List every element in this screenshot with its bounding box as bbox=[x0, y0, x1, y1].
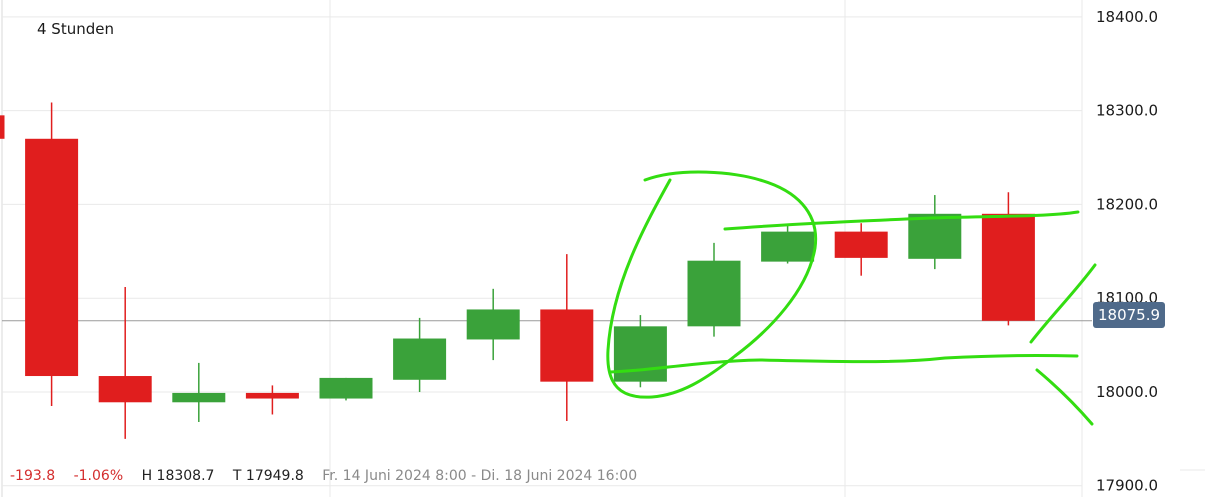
candle-body-up bbox=[908, 213, 962, 259]
candle bbox=[25, 102, 79, 407]
candle-body-up bbox=[466, 309, 520, 340]
candle-body-down bbox=[25, 138, 79, 377]
date-range: Fr. 14 Juni 2024 8:00 - Di. 18 Juni 2024… bbox=[322, 468, 638, 484]
candle-body-down bbox=[0, 115, 5, 139]
candle-body-up bbox=[613, 326, 667, 382]
candle bbox=[981, 192, 1035, 326]
y-axis-ticks: 17900.018000.018100.018200.018300.018400… bbox=[1096, 8, 1158, 495]
candle-body-down bbox=[98, 376, 152, 403]
low-value: T 17949.8 bbox=[232, 468, 304, 484]
candle-body-down bbox=[834, 231, 888, 258]
price-change-percent: -1.06% bbox=[73, 468, 124, 484]
candle-body-down bbox=[981, 213, 1035, 321]
candle-body-up bbox=[319, 377, 373, 399]
ohlc-stats: -193.8 -1.06% H 18308.7 T 17949.8 Fr. 14… bbox=[10, 468, 651, 484]
interval-label[interactable]: 4 Stunden bbox=[37, 20, 114, 38]
y-tick-label: 17900.0 bbox=[1096, 477, 1158, 495]
candle bbox=[613, 315, 667, 388]
candle bbox=[319, 377, 373, 401]
candle bbox=[172, 362, 226, 422]
high-value: H 18308.7 bbox=[141, 468, 215, 484]
candle bbox=[834, 223, 888, 276]
candles bbox=[0, 102, 1035, 439]
candle-body-down bbox=[540, 309, 594, 382]
annotation-circle-stroke bbox=[606, 170, 818, 399]
candle bbox=[245, 385, 299, 415]
candle bbox=[687, 242, 741, 337]
annotation-resistance-line bbox=[723, 210, 1080, 231]
y-tick-label: 18300.0 bbox=[1096, 102, 1158, 120]
hand-drawn-annotations bbox=[606, 170, 1097, 426]
candle bbox=[0, 115, 5, 139]
annotation-support-line bbox=[608, 353, 1079, 374]
annotation-arrow-down bbox=[1035, 368, 1094, 426]
candle-body-up bbox=[393, 338, 447, 380]
last-price-badge: 18075.9 bbox=[1093, 302, 1165, 328]
candle bbox=[761, 224, 815, 264]
candle-body-up bbox=[172, 392, 226, 403]
price-change: -193.8 bbox=[10, 468, 56, 484]
candle bbox=[98, 286, 152, 439]
candle-body-down bbox=[245, 392, 299, 399]
candle-body-up bbox=[687, 260, 741, 327]
y-tick-label: 18400.0 bbox=[1096, 8, 1158, 26]
candle-body-up bbox=[761, 231, 815, 262]
annotation-arrow-up bbox=[1029, 263, 1097, 344]
candle bbox=[466, 288, 520, 361]
candle bbox=[393, 317, 447, 392]
y-tick-label: 18000.0 bbox=[1096, 383, 1158, 401]
candle bbox=[908, 195, 962, 270]
y-tick-label: 18200.0 bbox=[1096, 195, 1158, 213]
candle bbox=[540, 254, 594, 422]
